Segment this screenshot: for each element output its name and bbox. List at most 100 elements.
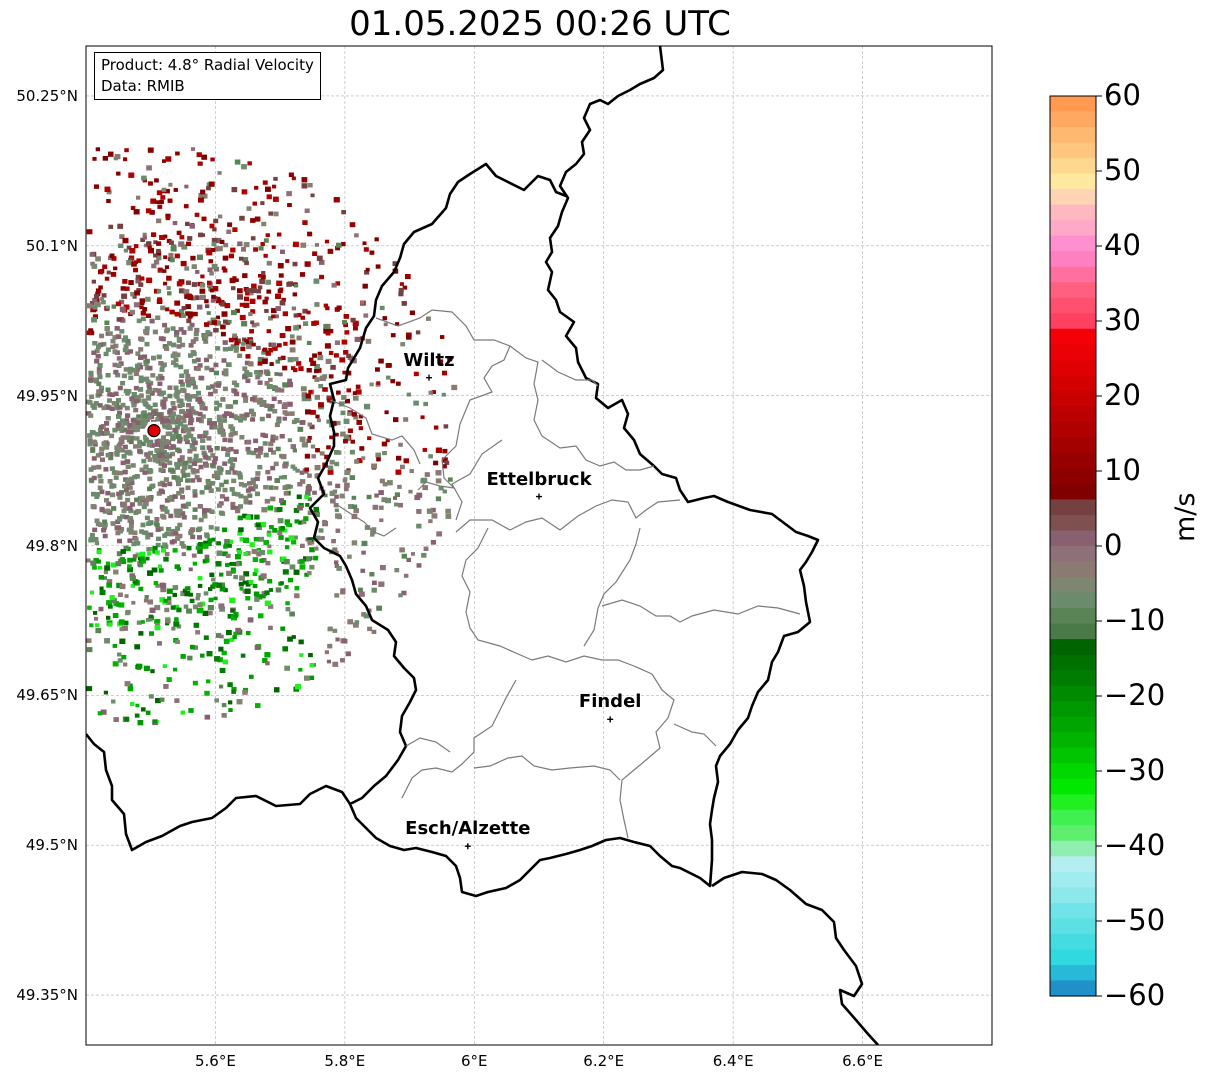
colorbar-segment (1050, 483, 1096, 501)
x-tick-label: 6°E (461, 1052, 488, 1070)
gridlines (86, 46, 992, 1045)
colorbar-segment (1050, 127, 1096, 144)
x-tick-label: 6.6°E (842, 1052, 883, 1070)
colorbar-segment (1050, 918, 1096, 935)
colorbar-segment (1050, 763, 1096, 780)
colorbar-segment (1050, 390, 1096, 407)
colorbar-segment (1050, 282, 1096, 299)
colorbar-segment (1050, 561, 1096, 578)
product-info-box: Product: 4.8° Radial Velocity Data: RMIB (94, 52, 321, 100)
x-tick-label: 5.8°E (324, 1052, 366, 1070)
city-marker (464, 843, 471, 850)
colorbar-segment (1050, 437, 1096, 454)
colorbar-segment (1050, 204, 1096, 221)
colorbar-tick-label: −10 (1104, 603, 1166, 637)
x-tick-label: 6.4°E (712, 1052, 754, 1070)
colorbar-segment (1050, 189, 1096, 206)
colorbar-tick-label: −20 (1104, 678, 1166, 712)
colorbar-segment (1050, 685, 1096, 702)
plot-frame (85, 45, 993, 1046)
colorbar-tick-label: −50 (1104, 903, 1166, 937)
colorbar-tick-label: 10 (1104, 453, 1141, 487)
colorbar-segment (1050, 887, 1096, 904)
colorbar-segment (1050, 468, 1096, 485)
colorbar-unit-label: m/s (1170, 492, 1201, 542)
colorbar-segment (1050, 359, 1096, 376)
y-tick-label: 50.25°N (16, 86, 78, 105)
colorbar-tick-label: 40 (1104, 228, 1141, 262)
colorbar-segment (1050, 670, 1096, 687)
city-label: Esch/Alzette (405, 818, 531, 840)
colorbar-segment (1050, 825, 1096, 842)
colorbar-segment (1050, 406, 1096, 423)
city-label: Wiltz (403, 349, 455, 371)
colorbar-tick-label: −30 (1104, 753, 1166, 787)
colorbar-segment (1050, 608, 1096, 625)
colorbar-segment (1050, 964, 1096, 982)
colorbar-segment (1050, 142, 1096, 159)
colorbar-segment (1050, 732, 1096, 749)
colorbar-tick-label: −40 (1104, 828, 1166, 862)
y-tick-label: 49.35°N (16, 986, 78, 1005)
colorbar-segment (1050, 251, 1096, 268)
colorbar-segment (1050, 173, 1096, 190)
y-tick-label: 49.8°N (25, 536, 78, 555)
colorbar-segment (1050, 716, 1096, 733)
colorbar-segment (1050, 840, 1096, 857)
country-borders (86, 46, 879, 1045)
colorbar-segment (1050, 592, 1096, 609)
colorbar-segment (1050, 623, 1096, 640)
colorbar-tick-label: −60 (1104, 978, 1166, 1012)
colorbar (1049, 95, 1102, 997)
colorbar-segment (1050, 980, 1096, 997)
colorbar-segment (1050, 701, 1096, 718)
y-tick-label: 49.65°N (16, 686, 78, 705)
colorbar-segment (1050, 809, 1096, 826)
colorbar-segment (1050, 577, 1096, 594)
colorbar-segment (1050, 421, 1096, 438)
france-belgium-border (86, 733, 352, 852)
colorbar-segment (1050, 794, 1096, 811)
colorbar-segment (1050, 266, 1096, 283)
radar-velocity-echoes (86, 147, 458, 726)
germany-france-border (711, 870, 879, 1045)
colorbar-segment (1050, 949, 1096, 966)
colorbar-segment (1050, 871, 1096, 888)
colorbar-segment (1050, 375, 1096, 392)
luxembourg-border (308, 46, 820, 898)
colorbar-segment (1050, 902, 1096, 920)
colorbar-segment (1050, 158, 1096, 175)
radar-site-marker[interactable] (147, 424, 161, 438)
colorbar-segment (1050, 220, 1096, 237)
product-label: Product: 4.8° Radial Velocity (101, 56, 314, 74)
city-markers (425, 374, 614, 850)
colorbar-tick-label: 20 (1104, 378, 1141, 412)
colorbar-tick-label: 30 (1104, 303, 1141, 337)
x-tick-label: 6.2°E (583, 1052, 625, 1070)
colorbar-segment (1050, 546, 1096, 563)
data-source-label: Data: RMIB (101, 77, 185, 95)
colorbar-segment (1050, 344, 1096, 361)
colorbar-segment (1050, 654, 1096, 671)
y-tick-label: 49.95°N (16, 386, 78, 405)
colorbar-segment (1050, 328, 1096, 345)
y-tick-label: 49.5°N (25, 836, 78, 855)
colorbar-segment (1050, 313, 1096, 330)
colorbar-segment (1050, 856, 1096, 873)
colorbar-tick-label: 0 (1104, 528, 1123, 562)
city-marker (607, 716, 614, 723)
colorbar-segment (1050, 747, 1096, 764)
colorbar-segment (1050, 96, 1096, 113)
canton-borders (329, 309, 801, 839)
colorbar-segment (1050, 499, 1096, 516)
colorbar-segment (1050, 778, 1096, 795)
colorbar-segment (1050, 452, 1096, 470)
colorbar-segment (1050, 297, 1096, 314)
y-tick-label: 50.1°N (25, 236, 78, 255)
colorbar-tick-label: 50 (1104, 153, 1141, 187)
colorbar-segment (1050, 514, 1096, 532)
colorbar-segment (1050, 530, 1096, 547)
city-marker (425, 374, 432, 381)
city-marker (536, 493, 542, 500)
